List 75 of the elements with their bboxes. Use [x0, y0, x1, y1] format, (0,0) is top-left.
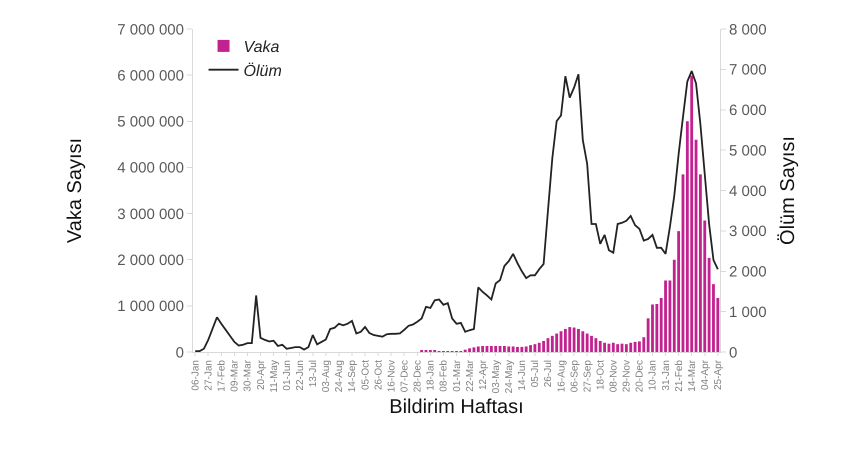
y-tick-label: 7 000 000 — [117, 21, 184, 38]
y-tick-label: 3 000 000 — [117, 206, 184, 223]
y-axis-title: Vaka Sayısı — [64, 138, 86, 244]
x-tick-label: 21-Feb — [674, 360, 685, 392]
x-tick-label: 20-Apr — [256, 359, 267, 390]
bar — [616, 344, 620, 352]
bar — [624, 344, 628, 352]
x-tick-label: 27-Jan — [203, 360, 214, 391]
x-tick-label: 22-Mar — [464, 359, 476, 392]
bar — [572, 328, 576, 352]
bar — [512, 346, 515, 352]
x-tick-label: 14-Mar — [686, 359, 698, 392]
y2-tick-label: 4 000 — [729, 182, 767, 200]
x-tick-label: 30-Mar — [242, 359, 254, 392]
y2-axis-title: Ölüm Sayısı — [777, 136, 800, 245]
x-tick-label: 10-Jan — [648, 360, 659, 391]
x-tick-label: 25-Apr — [713, 359, 724, 390]
y-tick-label: 4 000 000 — [117, 160, 184, 177]
x-axis-title: Bildirim Haftası — [389, 396, 524, 418]
x-tick-label: 07-Dec — [399, 360, 410, 392]
legend-label: Ölüm — [244, 62, 282, 80]
y-tick-label: 5 000 000 — [117, 114, 184, 131]
x-tick-label: 08-Feb — [438, 360, 450, 392]
bar — [533, 344, 536, 352]
y2-tick-label: 1 000 — [729, 304, 767, 321]
x-tick-label: 01-Jun — [282, 360, 293, 391]
bar — [594, 338, 598, 352]
x-tick-label: 04-Apr — [700, 359, 712, 390]
x-tick-label: 12-Apr — [478, 359, 489, 390]
y-tick-label: 6 000 000 — [117, 67, 184, 84]
x-tick-label: 29-Nov — [622, 360, 633, 392]
bar — [542, 340, 546, 352]
x-tick-label: 14-Jun — [517, 360, 528, 391]
legend-label: Vaka — [244, 39, 280, 56]
y2-tick-label: 7 000 — [729, 62, 767, 79]
x-tick-label: 20-Dec — [634, 360, 646, 392]
x-tick-label: 05-Oct — [360, 360, 372, 390]
x-tick-label: 26-Oct — [373, 360, 384, 390]
x-tick-label: 18-Oct — [595, 360, 606, 390]
y2-tick-label: 6 000 — [729, 102, 767, 119]
bar — [502, 346, 506, 352]
x-tick-label: 03-Aug — [321, 360, 332, 392]
x-tick-label: 18-Jan — [426, 360, 437, 391]
y2-tick-label: 3 000 — [729, 223, 767, 240]
y2-tick-label: 2 000 — [729, 264, 767, 280]
bar — [481, 346, 484, 352]
x-tick-label: 11-May — [268, 360, 280, 393]
x-tick-label: 17-Feb — [216, 360, 228, 392]
x-tick-label: 03-May — [490, 360, 502, 394]
x-tick-label: 06-Jan — [190, 360, 202, 391]
x-tick-label: 13-Jul — [308, 360, 320, 388]
x-tick-label: 24-Aug — [334, 360, 346, 392]
x-tick-label: 16-Aug — [556, 360, 568, 392]
x-tick-label: 26-Jul — [543, 360, 554, 388]
y-tick-label: 1 000 000 — [117, 298, 184, 316]
y2-tick-label: 5 000 — [729, 142, 767, 160]
x-tick-label: 31-Jan — [660, 360, 672, 391]
bar — [520, 346, 524, 352]
x-tick-label: 22-Jun — [294, 360, 306, 391]
x-tick-label: 14-Sep — [347, 360, 358, 392]
x-tick-label: 27-Sep — [582, 360, 594, 392]
x-tick-label: 09-Mar — [230, 359, 241, 392]
x-tick-label: 16-Nov — [386, 360, 398, 392]
y-tick-label: 2 000 000 — [117, 252, 184, 269]
y2-tick-label: 0 — [729, 344, 738, 362]
bar — [490, 346, 493, 352]
y-tick-label: 0 — [176, 344, 184, 362]
x-tick-label: 06-Sep — [569, 360, 580, 392]
x-tick-label: 24-May — [504, 360, 516, 394]
x-tick-label: 28-Dec — [412, 360, 424, 392]
bar — [564, 328, 567, 352]
y2-tick-label: 8 000 — [729, 21, 767, 38]
x-tick-label: 01-Mar — [452, 359, 463, 392]
x-tick-label: 05-Jul — [530, 360, 542, 388]
x-tick-label: 08-Nov — [608, 360, 620, 392]
